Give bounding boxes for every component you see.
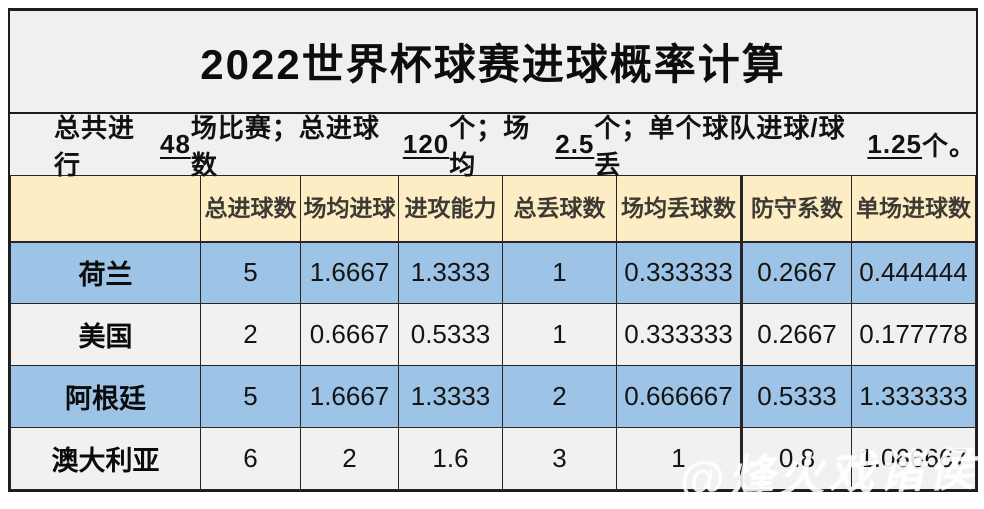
cell-value: 1.6667 [300,241,399,304]
cell-value: 5 [200,241,301,304]
table-header-row: 总进球数 场均进球 进攻能力 总丢球数 场均丢球数 防守系数 单场进球数 [10,175,976,243]
cell-value: 1 [502,303,617,366]
cell-value: 2 [300,427,399,490]
title-band: 2022世界杯球赛进球概率计算 [10,11,976,114]
team-name: 阿根廷 [10,365,201,428]
header-total-conceded: 总丢球数 [502,175,617,243]
cell-value: 1.3333 [398,365,503,428]
header-defense-coefficient: 防守系数 [740,175,852,243]
header-attack-ability: 进攻能力 [398,175,503,243]
cell-value: 1.6667 [300,365,399,428]
header-team [10,175,201,243]
cell-value: 5 [200,365,301,428]
cell-value: 0.444444 [851,241,976,304]
cell-value: 0.333333 [616,241,742,304]
summary-avg-goals: 2.5 [555,129,595,159]
table-row-australia: 澳大利亚 6 2 1.6 3 1 0.8 1.066667 [10,427,976,490]
summary-text: 场比赛；总进球数 [190,112,380,180]
goal-probability-table: 总进球数 场均进球 进攻能力 总丢球数 场均丢球数 防守系数 单场进球数 荷兰 … [10,175,976,490]
cell-value: 0.666667 [616,365,742,428]
cell-value: 0.2667 [740,241,852,304]
header-goals-per-match: 场均进球 [300,175,399,243]
cell-value: 0.5333 [398,303,503,366]
cell-value: 6 [200,427,301,490]
team-name: 澳大利亚 [10,427,201,490]
summary-text: 个；场均 [449,112,531,180]
infographic-panel: 2022世界杯球赛进球概率计算 总共进行 48 场比赛；总进球数 120 个；场均 2.5… [8,8,979,505]
summary-team-avg: 1.25 [867,129,922,159]
cell-value: 0.333333 [616,303,742,366]
summary-text: 个；单个球队进球/球丢 [594,112,846,180]
header-single-match-goals: 单场进球数 [851,175,976,243]
cell-value: 1 [616,427,742,490]
cell-value: 1 [502,241,617,304]
header-conceded-per-match: 场均丢球数 [616,175,742,243]
team-name: 荷兰 [10,241,201,304]
table-row-netherlands: 荷兰 5 1.6667 1.3333 1 0.333333 0.2667 0.4… [10,241,976,304]
cell-value: 0.8 [740,427,852,490]
cell-value: 1.6 [398,427,503,490]
cell-value: 2 [502,365,617,428]
table-row-usa: 美国 2 0.6667 0.5333 1 0.333333 0.2667 0.1… [10,303,976,366]
cell-value: 2 [200,303,301,366]
cell-value: 0.6667 [300,303,399,366]
summary-matches-count: 48 [159,129,191,159]
cell-value: 1.333333 [851,365,976,428]
header-total-goals: 总进球数 [200,175,301,243]
cell-value: 1.066667 [851,427,976,490]
summary-text: 总共进行 [54,112,136,180]
cell-value: 3 [502,427,617,490]
page-title: 2022世界杯球赛进球概率计算 [200,41,786,88]
cell-value: 0.5333 [740,365,852,428]
cell-value: 0.177778 [851,303,976,366]
summary-goals-count: 120 [402,129,450,159]
summary-text: 个。 [922,131,977,161]
cell-value: 1.3333 [398,241,503,304]
cell-value: 0.2667 [740,303,852,366]
table-row-argentina: 阿根廷 5 1.6667 1.3333 2 0.666667 0.5333 1.… [10,365,976,428]
team-name: 美国 [10,303,201,366]
summary-line: 总共进行 48 场比赛；总进球数 120 个；场均 2.5 个；单个球队进球/球丢 1.25 个… [10,113,977,180]
